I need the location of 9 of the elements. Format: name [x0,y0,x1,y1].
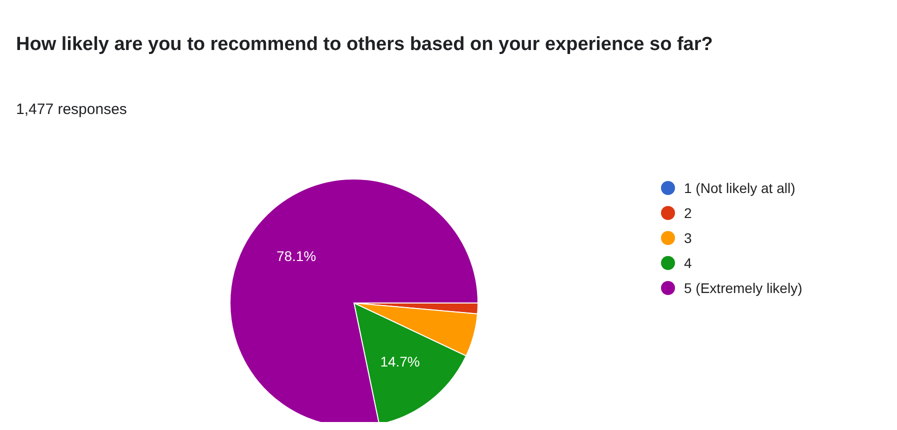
legend-label: 3 [684,230,692,246]
data-label: 14.7% [380,353,420,370]
legend-label: 1 (Not likely at all) [684,180,796,196]
chart-title: How likely are you to recommend to others based on your experience so far? [16,34,713,55]
legend-label: 2 [684,205,692,221]
legend-label: 5 (Extremely likely) [684,280,802,296]
data-label: 78.1% [276,248,316,264]
text: 1,477 responses [16,101,127,118]
legend-label: 4 [684,255,692,271]
